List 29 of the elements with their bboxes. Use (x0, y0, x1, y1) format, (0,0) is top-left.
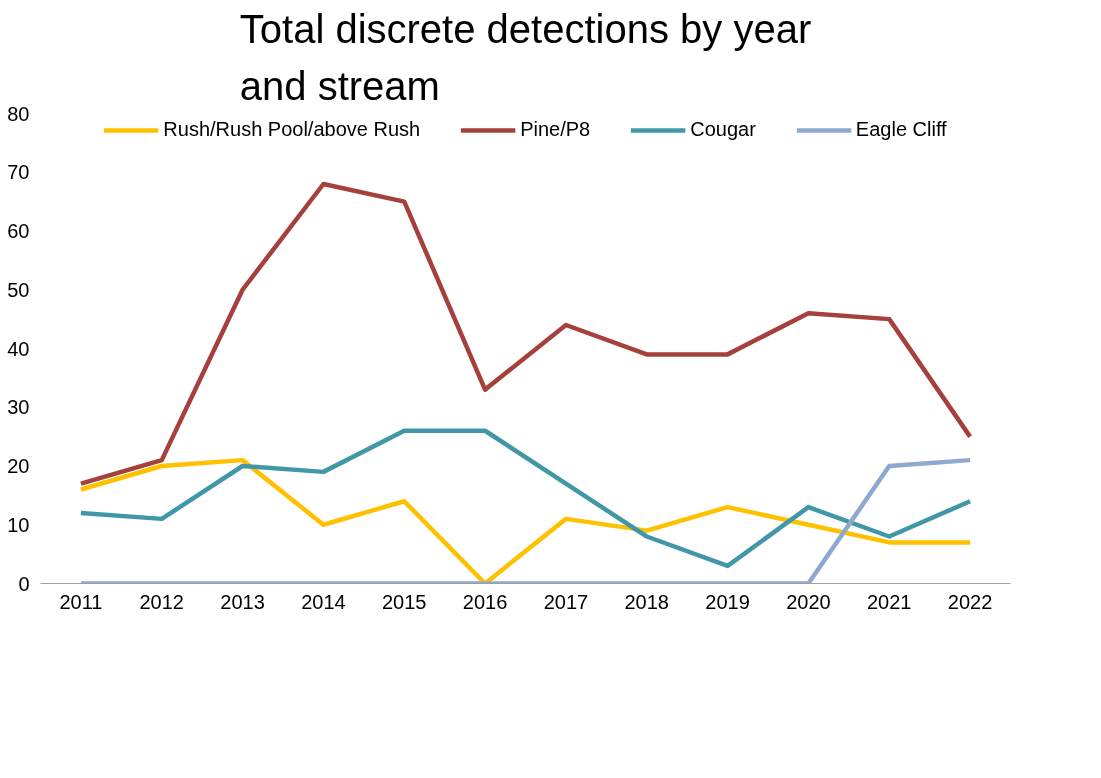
x-tick-label: 2012 (139, 590, 184, 613)
x-tick-label: 2011 (59, 590, 103, 613)
y-tick-label: 50 (7, 278, 30, 301)
y-tick-label: 20 (7, 455, 30, 477)
line-series (78, 457, 973, 584)
legend-label: Cougar (690, 118, 756, 141)
y-tick-label: 70 (7, 161, 30, 184)
x-tick-label: 2020 (786, 590, 831, 613)
y-tick-label: 0 (18, 572, 30, 595)
x-tick-label: 2013 (220, 590, 265, 613)
legend-label: Pine/P8 (520, 118, 591, 141)
y-tick-label: 60 (7, 220, 30, 242)
chart-title: Total discrete detections by year and stream (239, 7, 812, 109)
x-tick-label: 2016 (462, 590, 508, 613)
x-tick-label: 2022 (947, 590, 993, 613)
legend-label: Rush/Rush Pool/above Rush (163, 118, 421, 141)
y-tick-label: 30 (7, 396, 30, 419)
y-tick-label: 80 (7, 102, 30, 125)
legend-label: Eagle Cliff (855, 118, 947, 141)
y-tick-label: 40 (7, 337, 30, 360)
line-series (78, 181, 973, 486)
x-tick-label: 2017 (543, 590, 589, 613)
line-series (78, 428, 973, 569)
x-tick-label: 2018 (624, 590, 669, 613)
y-tick-label: 10 (7, 513, 30, 536)
x-tick-label: 2021 (867, 590, 912, 613)
x-tick-label: 2014 (301, 590, 346, 613)
x-tick-label: 2015 (382, 590, 427, 613)
x-tick-label: 2019 (705, 590, 750, 613)
